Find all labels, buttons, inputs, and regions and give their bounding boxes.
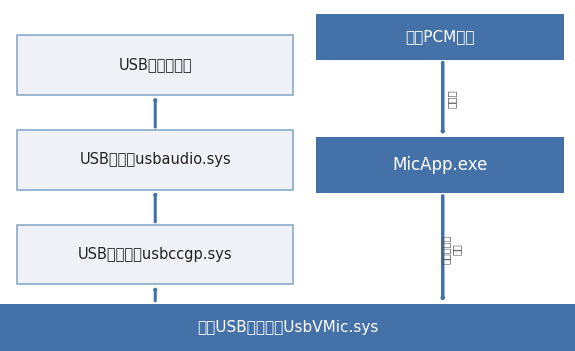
Text: USB麦克风usbaudio.sys: USB麦克风usbaudio.sys (79, 152, 231, 167)
FancyBboxPatch shape (316, 14, 564, 60)
FancyBboxPatch shape (0, 304, 575, 351)
Text: 音频PCM数据: 音频PCM数据 (405, 29, 474, 44)
FancyBboxPatch shape (17, 35, 293, 95)
Text: 自定义数据
交互: 自定义数据 交互 (440, 234, 462, 264)
Text: 虚拟USB总线驱动UsbVMic.sys: 虚拟USB总线驱动UsbVMic.sys (197, 320, 378, 335)
Text: USB麦克风设备: USB麦克风设备 (118, 58, 192, 72)
Text: MicApp.exe: MicApp.exe (392, 156, 488, 174)
FancyBboxPatch shape (316, 137, 564, 193)
Text: USB兼容驱动usbccgp.sys: USB兼容驱动usbccgp.sys (78, 247, 232, 262)
FancyBboxPatch shape (17, 130, 293, 190)
Text: 读数据: 读数据 (446, 89, 457, 108)
FancyBboxPatch shape (17, 225, 293, 284)
